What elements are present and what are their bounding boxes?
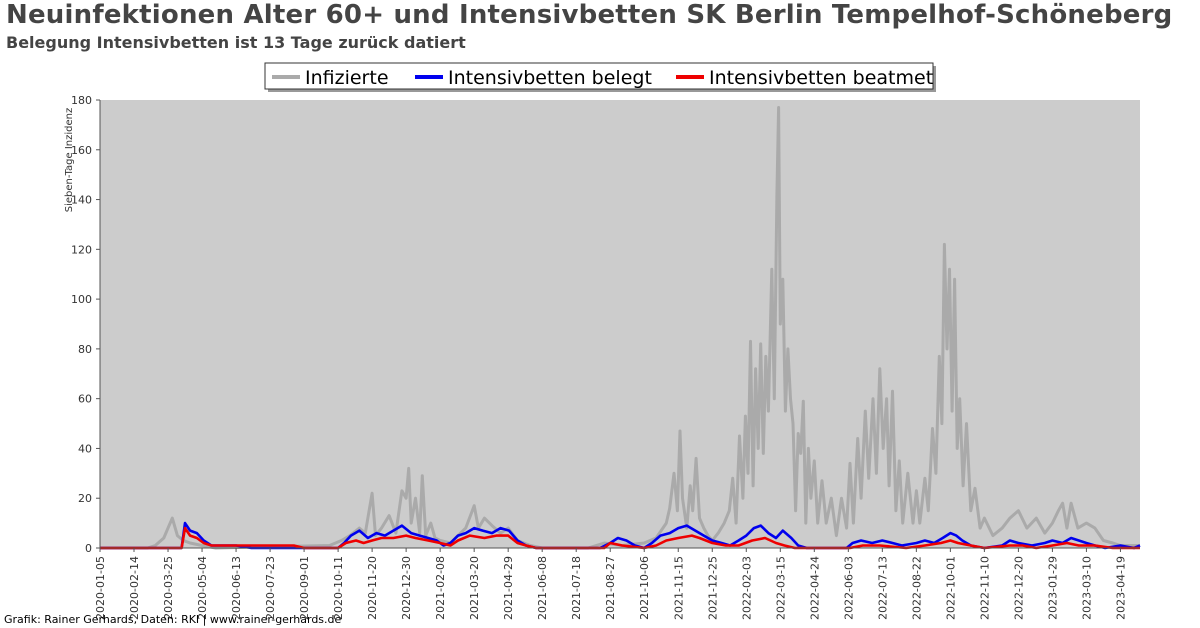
legend-label-beatmet: Intensivbetten beatmet xyxy=(709,67,933,89)
y-tick-label: 140 xyxy=(71,194,92,207)
x-tick-label: 2021-10-06 xyxy=(638,556,651,620)
x-tick-label: 2021-04-29 xyxy=(502,556,515,620)
x-tick-label: 2021-11-15 xyxy=(672,556,685,620)
x-tick-label: 2023-01-29 xyxy=(1046,556,1059,620)
legend-label-belegt: Intensivbetten belegt xyxy=(448,67,652,89)
x-tick-label: 2023-04-19 xyxy=(1114,556,1127,620)
x-tick-label: 2020-05-04 xyxy=(196,556,209,620)
plot-area xyxy=(100,100,1140,548)
x-tick-label: 2022-08-22 xyxy=(910,556,923,620)
y-tick-label: 100 xyxy=(71,293,92,306)
axis-layer: 0 20 40 60 80 100 120 140 160 180 2020-01-05 2020-0… xyxy=(64,94,1140,620)
legend-label-infizierte: Infizierte xyxy=(305,67,389,89)
x-tick-label: 2020-11-20 xyxy=(366,556,379,620)
x-tick-label: 2020-12-30 xyxy=(400,556,413,620)
legend: Infizierte Intensivbetten belegt Intensi… xyxy=(264,62,936,92)
x-tick-label: 2022-02-03 xyxy=(740,556,753,620)
y-axis-label: Sieben-Tage Inzidenz xyxy=(64,108,75,212)
x-tick-label: 2022-10-01 xyxy=(944,556,957,620)
x-tick-label: 2022-11-10 xyxy=(978,556,991,620)
chart-subtitle: Belegung Intensivbetten ist 13 Tage zurü… xyxy=(6,33,466,52)
x-tick-label: 2023-03-10 xyxy=(1080,556,1093,620)
y-tick-label: 120 xyxy=(71,243,92,256)
series-line-0 xyxy=(100,106,1140,550)
x-tick-label: 2020-01-05 xyxy=(94,556,107,620)
x-tick-label: 2021-02-08 xyxy=(434,556,447,620)
x-tick-label: 2021-07-18 xyxy=(570,556,583,620)
x-tick-label: 2022-12-20 xyxy=(1012,556,1025,620)
y-tick-label: 20 xyxy=(78,492,92,505)
x-tick-label: 2020-06-13 xyxy=(230,556,243,620)
y-tick-label: 180 xyxy=(71,94,92,107)
x-tick-label: 2021-06-08 xyxy=(536,556,549,620)
x-tick-label: 2020-09-01 xyxy=(298,556,311,620)
y-tick-label: 40 xyxy=(78,442,92,455)
x-tick-label: 2022-03-15 xyxy=(774,556,787,620)
x-tick-label: 2020-02-14 xyxy=(128,556,141,620)
y-tick-label: 80 xyxy=(78,343,92,356)
legend-box xyxy=(264,62,934,90)
x-tick-label: 2022-07-13 xyxy=(876,556,889,620)
footer-credit: Grafik: Rainer Gerhards, Daten: RKI | ww… xyxy=(4,613,342,626)
y-tick-label: 60 xyxy=(78,393,92,406)
x-tick-label: 2021-03-20 xyxy=(468,556,481,620)
x-tick-label: 2020-10-11 xyxy=(332,556,345,620)
x-tick-label: 2021-08-27 xyxy=(604,556,617,620)
x-tick-label: 2020-07-23 xyxy=(264,556,277,620)
y-tick-label: 0 xyxy=(85,542,92,555)
y-tick-label: 160 xyxy=(71,144,92,157)
chart-title: Neuinfektionen Alter 60+ und Intensivbet… xyxy=(6,0,1173,30)
x-tick-label: 2020-03-25 xyxy=(162,556,175,620)
x-tick-label: 2022-04-24 xyxy=(808,556,821,620)
x-tick-label: 2022-06-03 xyxy=(842,556,855,620)
x-tick-label: 2021-12-25 xyxy=(706,556,719,620)
